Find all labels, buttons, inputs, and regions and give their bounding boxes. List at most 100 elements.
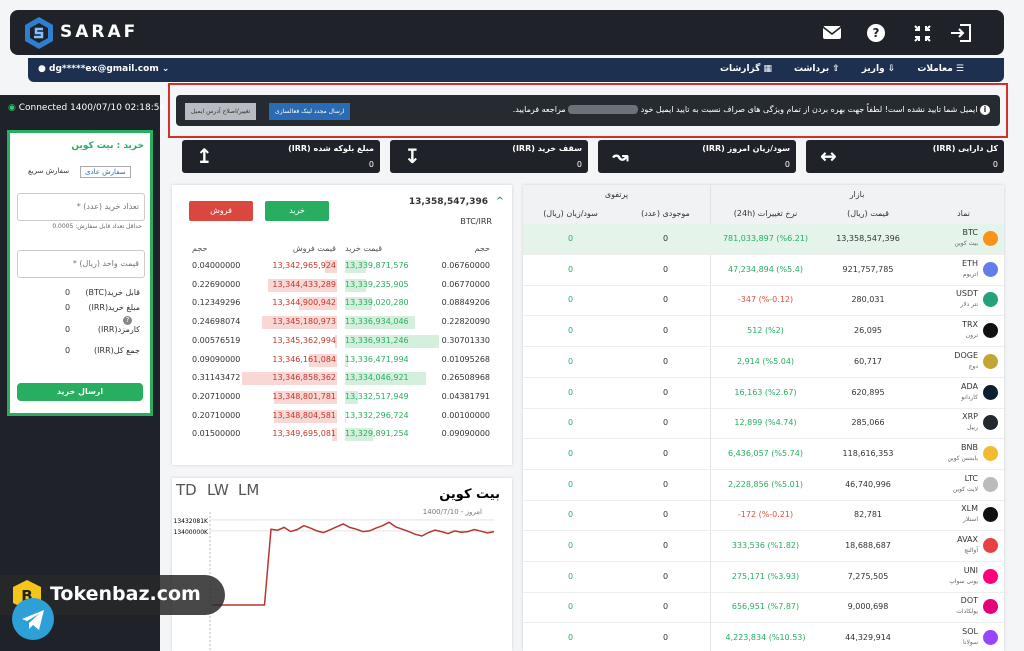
stat-card: سود/زیان امروز (IRR) 0 ↝ (598, 140, 796, 173)
coin-price: 26,095 (854, 326, 882, 336)
market-row[interactable]: TRX ترون 26,095 512 (%2) 0 0 (523, 316, 1004, 348)
market-row[interactable]: BNB بایننس کوین 118,616,353 6,436,057 (%5.7… (523, 439, 1004, 470)
market-row[interactable]: UNI یونی سواپ 7,275,505 275,171 (%3.93) 0 0 (523, 562, 1004, 593)
telegram-button[interactable] (12, 598, 54, 640)
market-row[interactable]: BTC بیت کوین 13,358,547,396 781,033,897 (%6… (523, 224, 1004, 255)
market-row[interactable]: ADA کاردانو 620,895 16,163 (%2.67) 0 0 (523, 378, 1004, 409)
coin-symbol: LTC (964, 473, 978, 483)
buy-volume: 0.06760000 (441, 261, 490, 270)
tab-normal[interactable]: سفارش عادی (80, 166, 131, 178)
market-row[interactable]: AVAX آوالنچ 18,688,687 333,536 (%1.82) 0 0 (523, 531, 1004, 562)
sell-price: 13,348,801,781 (272, 391, 336, 401)
tab-fast[interactable]: سفارش سریع (28, 167, 70, 175)
sell-volume: 0.20710000 (192, 410, 241, 420)
sell-depth-bar (242, 372, 337, 386)
fullscreen-icon[interactable] (914, 25, 931, 42)
market-row[interactable]: XLM استلار 82,781 -172 (%-0.21) 0 0 (523, 500, 1004, 532)
coin-holding: 0 (662, 356, 669, 366)
sell-price: 13,344,433,289 (272, 279, 336, 289)
price-input[interactable]: قیمت واحد (ریال) * (17, 250, 145, 278)
market-row[interactable]: DOT پولکادات 9,000,698 656,951 (%7.87) 0 0 (523, 592, 1004, 624)
coin-icon (983, 292, 998, 308)
alert-text-end: مراجعه فرمایید. (512, 105, 566, 114)
coin-symbol: ETH (962, 258, 978, 268)
submit-buy[interactable]: ارسال خرید (17, 383, 143, 401)
buy-button[interactable]: خرید (265, 201, 329, 221)
buy-price: 13,339,235,905 (345, 279, 409, 289)
logo-icon (25, 17, 53, 49)
buy-card: خرید : بیت کوین سفارش عادی سفارش سریع تع… (7, 130, 153, 416)
range-button[interactable]: LM (238, 481, 259, 499)
stat-card: مبلغ بلوکه شده (IRR) 0 ↥ (182, 140, 380, 173)
sell-volume: 0.20710000 (192, 391, 241, 401)
nav-item[interactable]: ⇩ واریز (861, 64, 896, 74)
amount-input[interactable]: تعداد خرید (عدد) * (17, 193, 145, 221)
coin-icon (983, 538, 998, 553)
coin-name: لایت کوین (952, 485, 978, 493)
coin-pnl: 0 (567, 418, 574, 428)
coin-change: 656,951 (%7.87) (731, 602, 800, 612)
sell-depth-bar (299, 297, 337, 311)
coin-icon (983, 568, 998, 584)
logo-text: SARAF (60, 22, 139, 42)
market-row[interactable]: DOGE دوج 60,717 2,914 (%5.04) 0 0 (523, 347, 1004, 378)
price-chart-panel: بیت کوین امروز - 1400/7/10 TD LW LM 13432081K… (172, 478, 512, 651)
sell-button[interactable]: فروش (189, 201, 253, 221)
buy-volume: 0.22820090 (441, 317, 490, 327)
buy-volume: 0.04381791 (441, 391, 490, 401)
coin-pnl: 0 (567, 571, 574, 581)
chart-subtitle: امروز - 1400/7/10 (423, 508, 482, 516)
column-header: سود/زیان (ریال) (543, 209, 598, 218)
nav-item-label: واریز (861, 64, 885, 74)
buy-price: 13,336,934,046 (345, 317, 409, 327)
help-icon[interactable] (867, 24, 885, 42)
market-table: بازار پرتفوی نماد قیمت (ریال) نرخ تغییرات (2… (523, 185, 1004, 651)
coin-pnl: 0 (567, 326, 574, 336)
coin-symbol: AVAX (957, 535, 978, 544)
range-button[interactable]: TD (175, 481, 197, 499)
resend-button[interactable]: ارسال مجدد لینک فعالسازی (269, 103, 351, 120)
logout-icon[interactable] (951, 24, 971, 42)
coin-icon (983, 323, 998, 339)
buy-depth-bar (345, 316, 415, 330)
nav-item[interactable]: ▦ گزارشات (720, 64, 773, 74)
order-book: 13,358,547,396 ^ BTC/IRR خرید فروش حجم قی… (172, 185, 512, 465)
mail-icon[interactable] (823, 26, 841, 39)
column-header: موجودی (عدد) (641, 209, 690, 218)
coin-name: پولکادات (956, 608, 978, 616)
connection-status: ◉ Connected 1400/07/10 02:18:54 (8, 103, 166, 113)
buy-price: 13,329,891,254 (345, 429, 409, 439)
market-row[interactable]: USDT تتر دلار 280,031 -347 (%-0.12) 0 0 (523, 285, 1004, 317)
amount-placeholder: تعداد خرید (عدد) * (76, 202, 139, 211)
nav-item[interactable]: ☰ معاملات (917, 64, 964, 74)
help-icon[interactable]: ? (123, 316, 132, 325)
group-header: بازار (849, 190, 865, 199)
sell-price: 13,349,695,081 (272, 429, 336, 439)
sell-depth-bar (332, 428, 337, 442)
sell-price: 13,348,804,581 (272, 410, 336, 420)
buy-volume: 0.01095268 (441, 354, 490, 364)
coin-change: 275,171 (%3.93) (731, 571, 800, 581)
range-button[interactable]: LW (207, 481, 229, 499)
svg-text:?: ? (873, 26, 880, 40)
form-value: 0 (65, 325, 71, 334)
market-row[interactable]: ETH اتریوم 921,757,785 47,234,894 (%5.4) 0 0 (523, 255, 1004, 286)
market-row[interactable]: LTC لایت کوین 46,740,996 2,228,856 (%5.01) 0… (523, 470, 1004, 501)
market-row[interactable]: SOL سولانا 44,329,914 4,223,834 (%10.53) 0 0 (523, 623, 1004, 651)
buy-price: 13,334,046,921 (345, 373, 409, 383)
price-chart: بیت کوین امروز - 1400/7/10 TD LW LM 13432081K… (174, 481, 500, 650)
user-menu[interactable]: ● dg*****ex@gmail.com ⌄ (38, 64, 170, 74)
buy-price: 13,336,471,994 (345, 354, 409, 364)
change-email-button[interactable]: تغییر/اصلاح آدرس ایمیل (185, 103, 257, 120)
nav-item-label: معاملات (917, 64, 953, 74)
sell-depth-bar (273, 409, 337, 423)
coin-price: 60,717 (854, 356, 882, 366)
coin-price: 921,757,785 (842, 264, 894, 274)
market-row[interactable]: XRP ریپل 285,066 12,899 (%4.74) 0 0 (523, 408, 1004, 440)
coin-symbol: DOT (960, 596, 978, 606)
side-panel: ◉ Connected 1400/07/10 02:18:54 خرید : ب… (0, 95, 165, 651)
coin-pnl: 0 (567, 387, 574, 397)
nav-item[interactable]: ⇧ برداشت (794, 64, 840, 74)
coin-holding: 0 (662, 264, 669, 274)
